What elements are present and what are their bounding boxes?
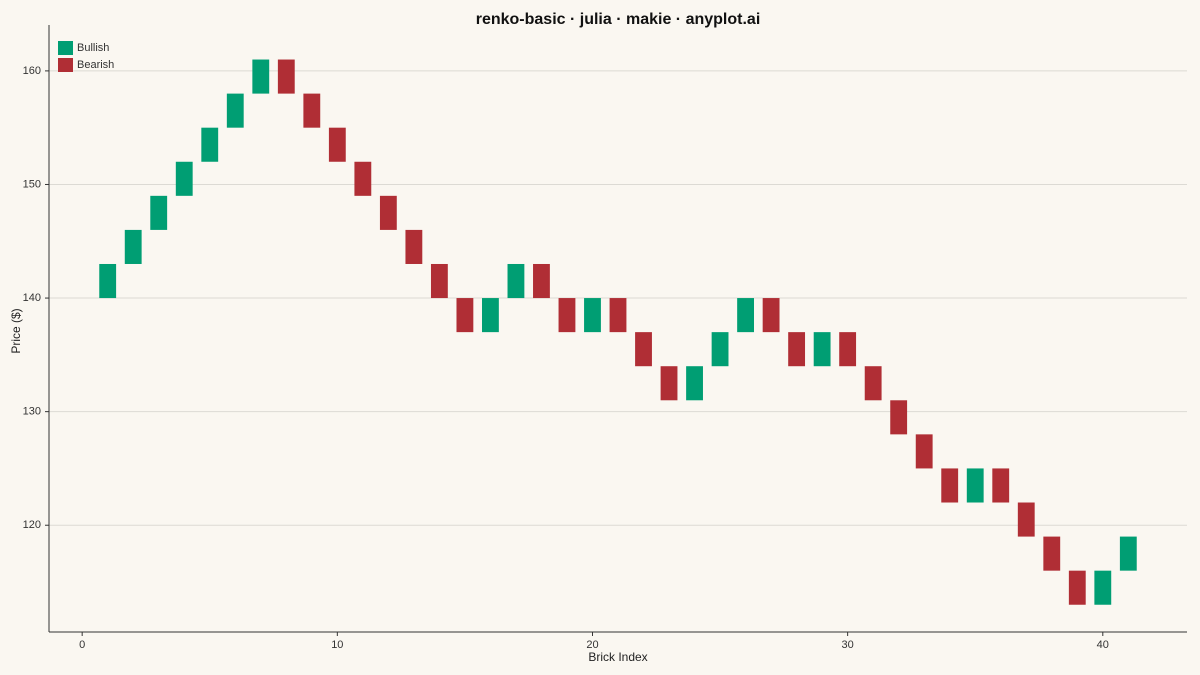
brick <box>507 263 525 299</box>
brick <box>813 332 831 367</box>
brick <box>660 366 678 401</box>
brick <box>711 332 729 367</box>
x-tick-label: 30 <box>842 639 854 651</box>
brick <box>533 263 550 299</box>
y-tick-label: 150 <box>23 178 41 190</box>
brick <box>482 298 499 333</box>
legend-swatch <box>58 41 73 55</box>
brick <box>635 332 652 367</box>
y-axis-label: Price ($) <box>9 308 23 353</box>
y-tick-label: 160 <box>23 65 41 77</box>
brick <box>1119 536 1137 571</box>
x-tick-label: 10 <box>331 639 343 651</box>
brick <box>175 161 193 196</box>
brick <box>1043 536 1061 571</box>
brick <box>328 127 346 162</box>
brick <box>252 59 270 94</box>
x-tick-label: 0 <box>79 639 85 651</box>
legend-label: Bullish <box>77 42 109 54</box>
brick <box>686 366 703 401</box>
brick <box>456 298 474 333</box>
y-tick-label: 120 <box>23 519 41 531</box>
brick <box>150 195 168 230</box>
brick <box>379 195 397 230</box>
y-tick-label: 130 <box>23 406 41 418</box>
brick <box>584 298 601 333</box>
brick <box>303 93 321 128</box>
chart-title: renko-basic · julia · makie · anyplot.ai <box>476 11 761 28</box>
brick <box>864 366 882 401</box>
brick <box>226 93 244 128</box>
brick <box>430 263 448 299</box>
brick <box>1017 502 1035 537</box>
brick <box>941 468 959 503</box>
brick <box>890 400 908 435</box>
y-tick-label: 140 <box>23 292 41 304</box>
brick <box>405 229 423 264</box>
brick <box>201 127 219 162</box>
brick <box>966 468 984 503</box>
brick <box>1094 570 1112 605</box>
brick <box>354 161 372 196</box>
brick <box>124 229 142 264</box>
x-axis-label: Brick Index <box>588 650 647 664</box>
brick <box>558 298 576 333</box>
brick <box>609 298 627 333</box>
x-tick-label: 20 <box>586 639 598 651</box>
x-tick-label: 40 <box>1097 639 1109 651</box>
legend-label: Bearish <box>77 59 114 71</box>
legend-swatch <box>58 58 73 72</box>
brick <box>915 434 933 469</box>
brick <box>277 59 295 94</box>
brick <box>737 298 754 333</box>
brick <box>839 332 857 367</box>
brick <box>762 298 780 333</box>
brick <box>1068 570 1086 605</box>
brick <box>992 468 1010 503</box>
brick <box>99 263 117 299</box>
brick <box>788 332 806 367</box>
